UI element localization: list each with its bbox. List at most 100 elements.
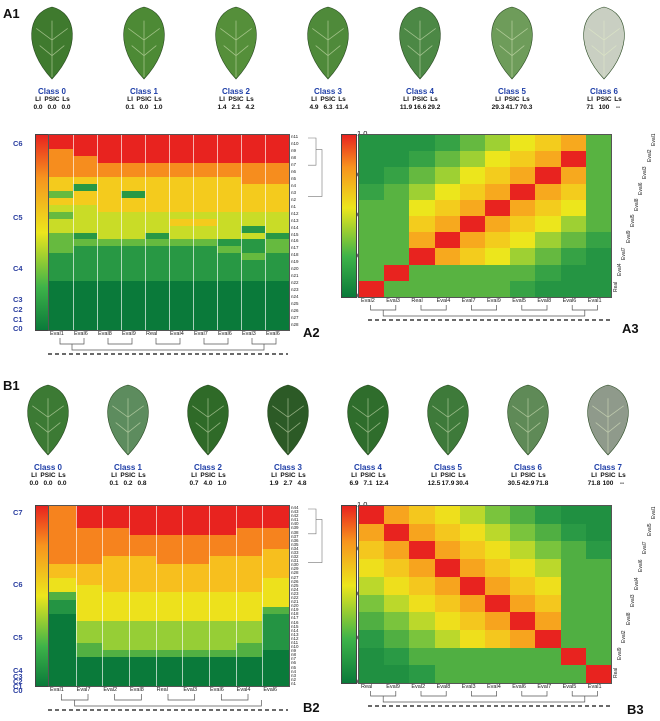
stat-value: 30.5 — [507, 480, 521, 487]
heatmap-cell — [75, 606, 103, 615]
heatmap-cell — [585, 665, 611, 683]
heatmap-cell — [193, 302, 218, 310]
heatmap-cell — [75, 527, 103, 536]
heatmap-cell — [169, 211, 194, 220]
heatmap-cell — [73, 260, 98, 268]
stat-label: Ls — [614, 96, 622, 103]
heatmap-cell — [193, 162, 218, 171]
heatmap-cell — [235, 628, 263, 637]
heatmap-cell — [560, 151, 587, 168]
heatmap-cell — [384, 629, 410, 649]
column-label: Eval6 — [210, 687, 224, 693]
heatmap-cell — [359, 135, 385, 152]
heatmap-cell — [384, 541, 410, 560]
row-label: n7 — [291, 656, 297, 662]
heatmap-cell — [217, 288, 242, 296]
heatmap-cell — [209, 513, 237, 521]
heatmap-cell — [169, 218, 194, 227]
heatmap-cell — [265, 135, 289, 143]
heatmap-cell — [193, 239, 218, 247]
heatmap-cell — [129, 635, 157, 644]
heatmap-cell — [560, 183, 587, 201]
heatmap-cell — [193, 323, 218, 330]
heatmap-cell — [235, 563, 263, 572]
heatmap-cell — [121, 148, 146, 157]
heatmap-cell — [434, 264, 461, 282]
row-label: n17 — [291, 615, 299, 621]
leaf-image — [215, 6, 257, 80]
stat-value: 1.4 — [217, 104, 227, 111]
heatmap-cell — [235, 513, 263, 521]
heatmap-cell — [75, 657, 103, 665]
row-label: Eval9 — [625, 230, 632, 244]
heatmap-cell — [434, 506, 461, 525]
heatmap-cell — [169, 225, 194, 233]
heatmap-cell — [217, 323, 242, 330]
column-divider — [265, 135, 266, 330]
column-label: Real — [156, 687, 168, 693]
heatmap-cell — [102, 556, 130, 565]
heatmap-cell — [209, 678, 237, 686]
row-label: n26 — [291, 578, 299, 584]
heatmap-cell — [217, 148, 242, 157]
heatmap-cell — [182, 606, 210, 615]
column-label: Eval5 — [562, 684, 577, 690]
row-label: n3 — [291, 672, 297, 678]
heatmap-cell — [73, 183, 98, 192]
heatmap-cell — [97, 267, 122, 275]
heatmap-cell — [217, 176, 242, 185]
heatmap-cell — [121, 239, 146, 247]
column-label: Eval2 — [103, 687, 118, 693]
heatmap-cell — [217, 204, 242, 213]
heatmap-cell — [217, 267, 242, 275]
heatmap-cell — [262, 563, 289, 572]
heatmap-cell — [262, 534, 289, 543]
heatmap-cell — [49, 592, 77, 601]
heatmap-cell — [49, 642, 77, 651]
heatmap-cell — [217, 141, 242, 150]
heatmap-cell — [585, 576, 611, 595]
heatmap-cell — [235, 527, 263, 536]
heatmap-cell — [217, 211, 242, 220]
heatmap-cell — [49, 155, 74, 164]
heatmap-cell — [73, 316, 98, 324]
row-label: n34 — [291, 545, 299, 551]
heatmap-cell — [560, 280, 587, 297]
column-divider — [262, 506, 264, 686]
heatmap-cell — [49, 183, 74, 192]
heatmap-cell — [145, 204, 170, 213]
row-label: Eval3 — [642, 166, 649, 179]
row-label: Eval8 — [625, 612, 632, 625]
heatmap-cell — [384, 523, 410, 542]
heatmap-cell — [585, 523, 611, 542]
column-divider — [145, 135, 146, 330]
heatmap-cell — [535, 612, 562, 631]
heatmap-cell — [102, 635, 130, 644]
row-label: n18 — [291, 252, 299, 258]
heatmap-cell — [193, 281, 218, 289]
column-label: Eval6 — [562, 298, 577, 304]
stat-value: 4.9 — [309, 104, 319, 111]
heatmap-cell — [384, 135, 410, 152]
row-label: n2 — [291, 676, 297, 682]
heatmap-cell — [560, 523, 587, 542]
heatmap-cell — [73, 135, 98, 143]
stat-label: LI — [587, 96, 593, 103]
heatmap-cell — [560, 665, 587, 683]
heatmap-cell — [560, 541, 587, 560]
heatmap-cell — [235, 549, 263, 557]
heatmap-cell — [193, 267, 218, 275]
heatmap-cell — [73, 218, 98, 227]
heatmap-cell — [265, 246, 289, 254]
row-label: n10 — [291, 644, 299, 650]
heatmap-cell — [49, 527, 77, 536]
row-label: n11 — [291, 134, 299, 139]
heatmap-cell — [409, 248, 436, 266]
heatmap-cell — [155, 542, 183, 550]
heatmap-grid — [48, 505, 290, 687]
leaf-image — [399, 6, 441, 80]
heatmap-cell — [169, 260, 194, 268]
heatmap-cell — [97, 211, 122, 220]
class-label: Class 2 — [221, 87, 251, 96]
stat-label: Ls — [338, 96, 346, 103]
